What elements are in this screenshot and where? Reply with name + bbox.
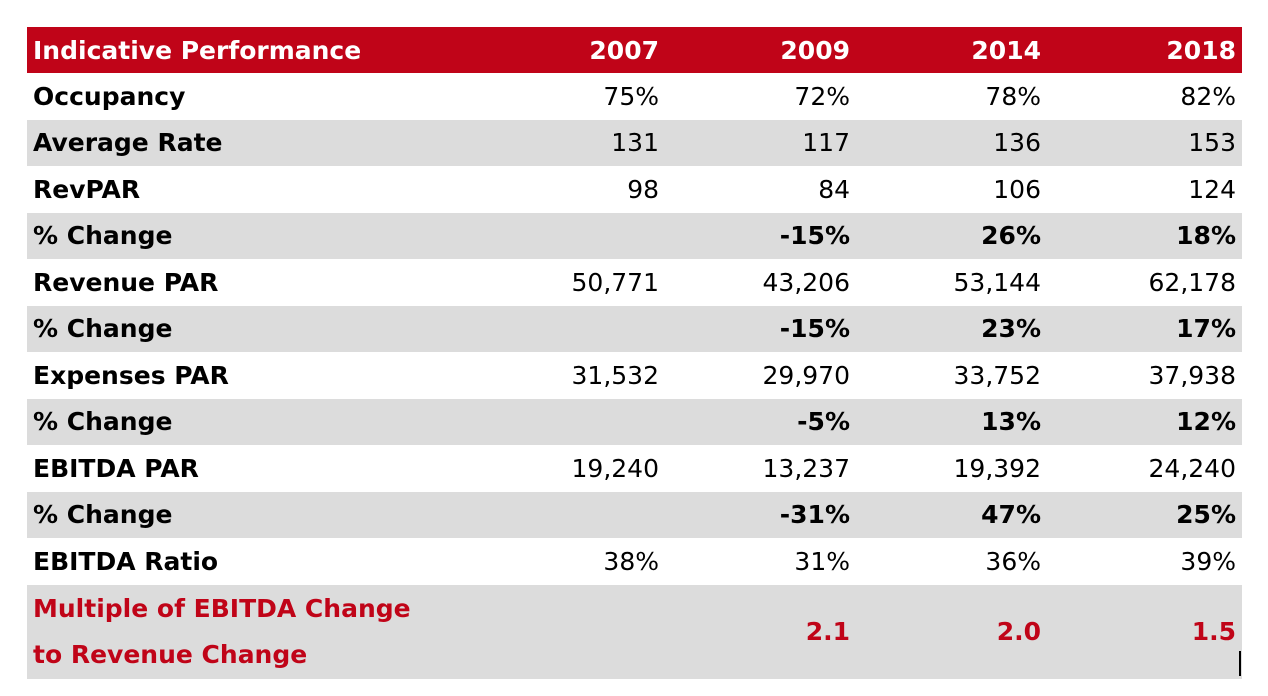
row-value: 29,970 — [762, 360, 850, 390]
header-title: Indicative Performance — [27, 27, 474, 73]
header-year-4: 2018 — [1047, 27, 1242, 73]
multiple-value: 2.1 — [665, 584, 856, 679]
row-value — [474, 212, 665, 259]
row-value — [474, 398, 665, 445]
row-value: 24,240 — [1148, 453, 1236, 483]
table-row: Average Rate 131 117 136 153 — [27, 119, 1242, 166]
row-value: 153 — [1047, 119, 1242, 166]
table-row: % Change -15% 26% 18% — [27, 212, 1242, 259]
text-cursor — [1239, 651, 1241, 676]
row-value: 25% — [1047, 491, 1242, 538]
row-value: 62,178 — [1148, 267, 1236, 297]
row-value: 136 — [856, 119, 1047, 166]
multiple-row: Multiple of EBITDA Change to Revenue Chan… — [27, 584, 1242, 679]
row-value: 19,392 — [953, 453, 1041, 483]
row-label: Occupancy — [33, 81, 186, 111]
row-value: 33,752 — [953, 360, 1041, 390]
row-label: Average Rate — [27, 119, 474, 166]
performance-table: Indicative Performance 2007 2009 2014 2018 Oc… — [27, 27, 1242, 679]
row-label: RevPAR — [33, 174, 141, 204]
row-label: % Change — [27, 305, 474, 352]
row-value: 31,532 — [571, 360, 659, 390]
multiple-value — [474, 584, 665, 679]
multiple-row-label: Multiple of EBITDA Change to Revenue Chan… — [27, 584, 474, 679]
header-row: Indicative Performance 2007 2009 2014 2018 — [27, 27, 1242, 73]
multiple-label-line: Multiple of EBITDA Change — [33, 593, 411, 623]
row-label: EBITDA PAR — [33, 453, 199, 483]
header-year-2: 2009 — [665, 27, 856, 73]
row-value: 117 — [665, 119, 856, 166]
row-value: 31% — [794, 546, 850, 576]
row-label: % Change — [27, 491, 474, 538]
row-value: 18% — [1047, 212, 1242, 259]
row-label: EBITDA Ratio — [33, 546, 219, 576]
row-value: -31% — [665, 491, 856, 538]
row-value: 82% — [1180, 81, 1236, 111]
table-row: % Change -31% 47% 25% — [27, 491, 1242, 538]
table-row: % Change -15% 23% 17% — [27, 305, 1242, 352]
row-label: Expenses PAR — [33, 360, 229, 390]
row-value: 13,237 — [762, 453, 850, 483]
row-value: 26% — [856, 212, 1047, 259]
table-row: % Change -5% 13% 12% — [27, 398, 1242, 445]
table-row: EBITDA Ratio 38% 31% 36% 39% — [27, 538, 1242, 585]
row-value: 39% — [1180, 546, 1236, 576]
table-row: Revenue PAR 50,771 43,206 53,144 62,178 — [27, 259, 1242, 306]
row-value: 17% — [1047, 305, 1242, 352]
row-label: % Change — [27, 398, 474, 445]
row-value: 124 — [1188, 174, 1236, 204]
row-value: 47% — [856, 491, 1047, 538]
row-value: 106 — [993, 174, 1041, 204]
row-value: 38% — [603, 546, 659, 576]
row-value: 23% — [856, 305, 1047, 352]
table-body: Indicative Performance 2007 2009 2014 2018 Oc… — [27, 27, 1242, 679]
row-value: 37,938 — [1148, 360, 1236, 390]
row-value: 12% — [1047, 398, 1242, 445]
row-value: 84 — [818, 174, 850, 204]
row-value: -5% — [665, 398, 856, 445]
row-value: 72% — [794, 81, 850, 111]
header-year-1: 2007 — [474, 27, 665, 73]
header-year-3: 2014 — [856, 27, 1047, 73]
multiple-label-line: to Revenue Change — [33, 639, 308, 669]
row-value: 53,144 — [953, 267, 1041, 297]
row-value: -15% — [665, 212, 856, 259]
multiple-value: 2.0 — [856, 584, 1047, 679]
table-row: Expenses PAR 31,532 29,970 33,752 37,938 — [27, 352, 1242, 399]
row-label: % Change — [27, 212, 474, 259]
row-value — [474, 491, 665, 538]
row-value: 19,240 — [571, 453, 659, 483]
table-row: EBITDA PAR 19,240 13,237 19,392 24,240 — [27, 445, 1242, 492]
row-value: 36% — [985, 546, 1041, 576]
multiple-value: 1.5 — [1047, 584, 1242, 679]
table-row: Occupancy 75% 72% 78% 82% — [27, 73, 1242, 120]
row-value: 50,771 — [571, 267, 659, 297]
row-value: -15% — [665, 305, 856, 352]
row-label: Revenue PAR — [33, 267, 219, 297]
row-value: 75% — [603, 81, 659, 111]
row-value — [474, 305, 665, 352]
table-row: RevPAR 98 84 106 124 — [27, 166, 1242, 213]
row-value: 43,206 — [762, 267, 850, 297]
row-value: 78% — [985, 81, 1041, 111]
row-value: 131 — [474, 119, 665, 166]
row-value: 98 — [627, 174, 659, 204]
row-value: 13% — [856, 398, 1047, 445]
